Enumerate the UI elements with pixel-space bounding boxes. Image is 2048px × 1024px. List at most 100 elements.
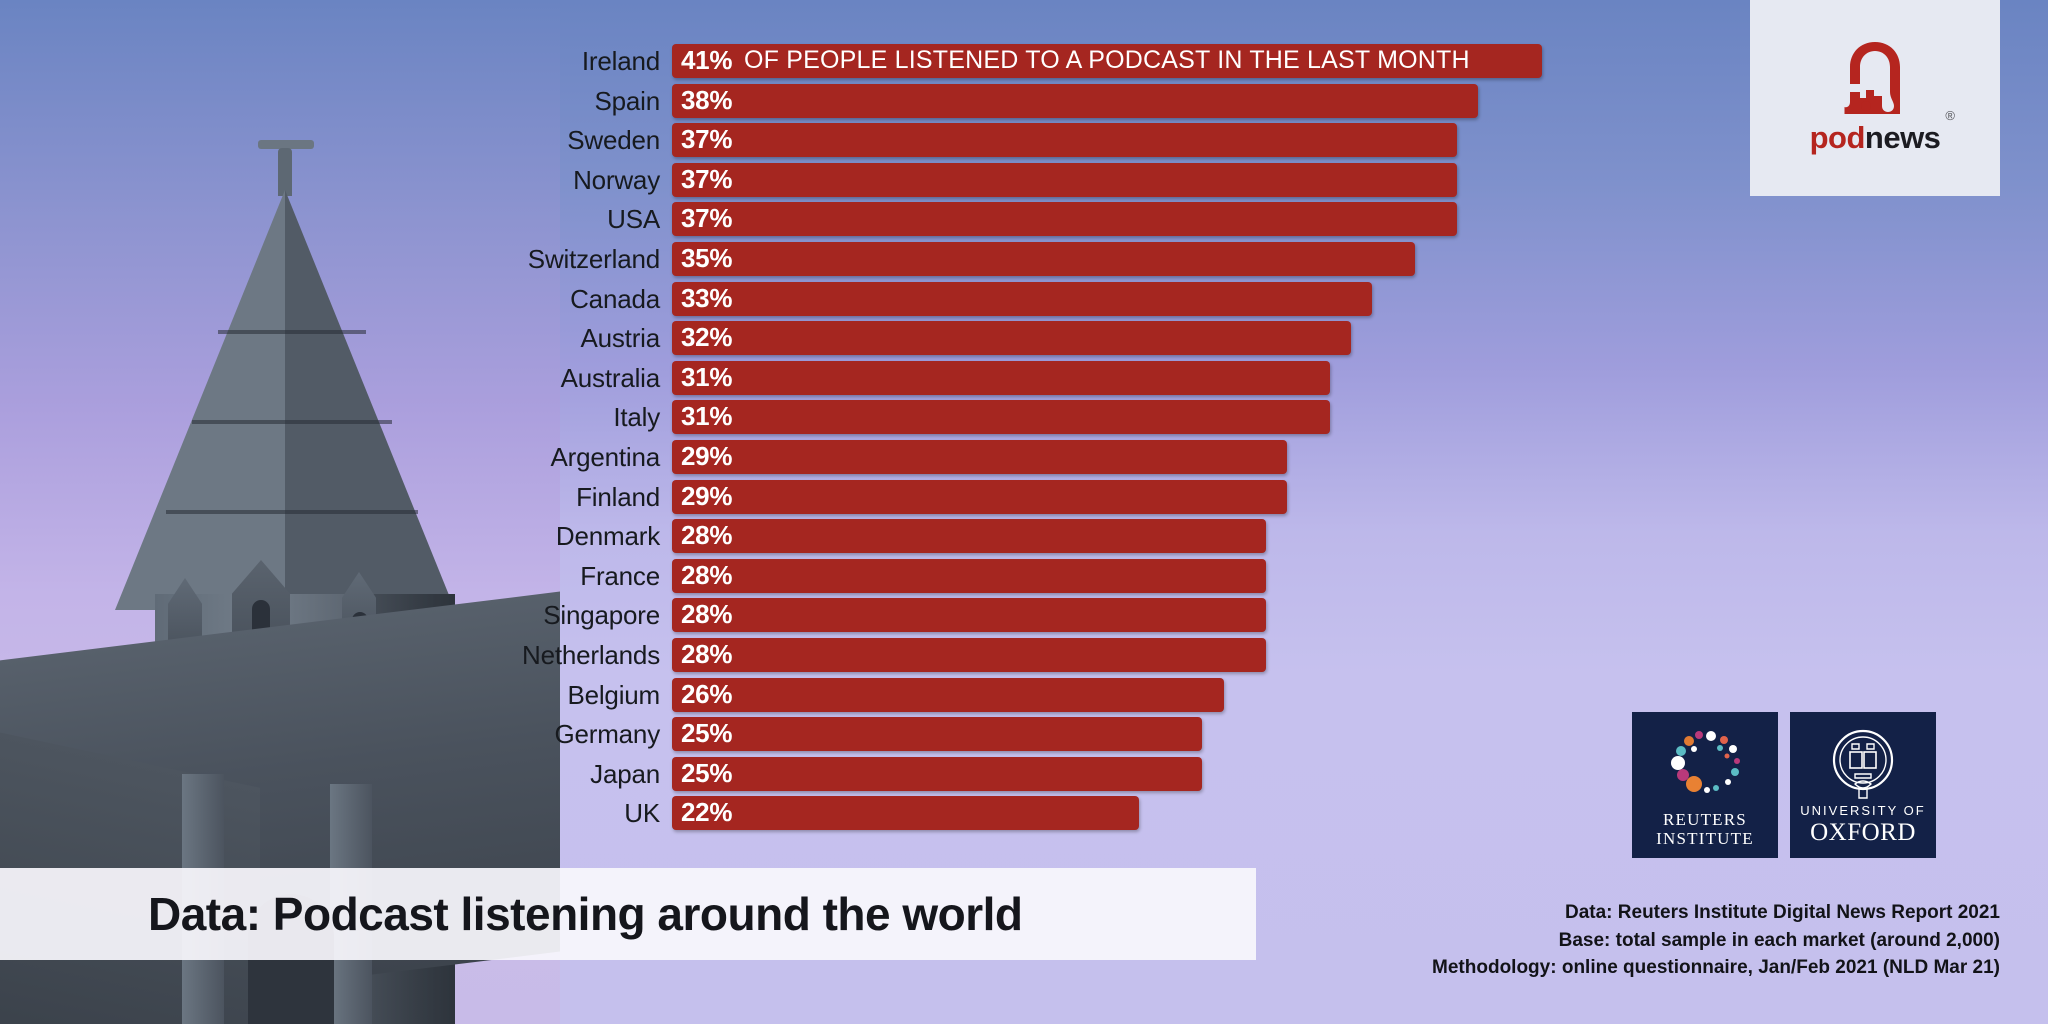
bar-value-label: 28%: [681, 559, 733, 590]
bar-value-label: 28%: [681, 639, 733, 669]
country-label: Austria: [580, 323, 660, 354]
spire-cone: [115, 190, 455, 610]
bar-value-label: 29%: [681, 480, 733, 511]
country-label: Australia: [560, 362, 661, 393]
headline-overlay-text: OF PEOPLE LISTENED TO A PODCAST IN THE L…: [744, 46, 1470, 74]
chart-row: Sweden 37%: [0, 123, 2048, 158]
country-label: Germany: [554, 719, 660, 750]
chart-row: Spain 38%: [0, 83, 2048, 118]
podnews-drip-icon: [1844, 42, 1900, 114]
bar: 38%: [672, 83, 1478, 118]
podnews-wordmark-pod: pod: [1809, 120, 1866, 155]
university-of-oxford-logo: UNIVERSITY OF OXFORD: [1790, 712, 1936, 858]
bar-value-label: 33%: [681, 282, 733, 313]
bar-value-label: 22%: [681, 797, 733, 828]
bar: 28%: [672, 638, 1266, 672]
reuters-dots-icon: [1671, 731, 1740, 793]
country-label: Sweden: [567, 125, 660, 156]
chart-row: Switzerland 35%: [0, 242, 2048, 276]
country-label: France: [580, 560, 660, 591]
bar-value-label: 25%: [681, 757, 733, 788]
chart-row: Norway 37%: [0, 162, 2048, 197]
oxford-crest-icon: [1832, 729, 1894, 799]
bar: 25%: [672, 717, 1202, 752]
bar-value-label: 29%: [681, 441, 733, 471]
country-label: Switzerland: [527, 244, 660, 274]
country-label: Netherlands: [522, 640, 660, 670]
chart-row: Canada 33%: [0, 281, 2048, 316]
bar: 29%: [672, 479, 1287, 514]
chart-row: Japan 25%: [0, 756, 2048, 791]
country-label: Argentina: [550, 442, 661, 472]
country-label: Spain: [594, 85, 661, 116]
bar: 33%: [672, 281, 1372, 316]
footnotes: Data: Reuters Institute Digital News Rep…: [1432, 899, 2000, 982]
country-label: Canada: [570, 283, 660, 314]
chart-row: Netherlands 28%: [0, 638, 2048, 672]
bar: 37%: [672, 202, 1457, 237]
bar: 26%: [672, 677, 1224, 712]
spire-band: [218, 330, 366, 334]
spire-shading: [285, 190, 455, 610]
bar-value-label: 25%: [681, 718, 733, 749]
page-title: Data: Podcast listening around the world: [148, 888, 1023, 940]
country-label: Japan: [590, 758, 660, 789]
bar-value-label: 37%: [681, 124, 733, 155]
chart-row: Belgium 26%: [0, 677, 2048, 712]
bar-value-label: 37%: [681, 163, 733, 194]
spire-band: [192, 420, 392, 424]
chart-row: Australia 31%: [0, 360, 2048, 395]
chart-row: Germany 25%: [0, 717, 2048, 752]
bar: 22%: [672, 796, 1139, 831]
bar-value-label: 26%: [681, 678, 733, 709]
bar-value-label: 35%: [681, 243, 733, 273]
chart-row: Argentina 29%: [0, 440, 2048, 474]
country-label: Belgium: [567, 679, 660, 710]
bar: 37%: [672, 162, 1457, 197]
partner-logos: REUTERS INSTITUTE UNIVERSITY OF OXFORD: [1632, 712, 1936, 858]
chart-row: Denmark 28%: [0, 519, 2048, 554]
reuters-institute-label: REUTERS INSTITUTE: [1656, 810, 1754, 849]
bar: 41% OF PEOPLE LISTENED TO A PODCAST IN TH…: [672, 44, 1542, 78]
country-label: Italy: [613, 402, 660, 433]
bar: 28%: [672, 558, 1266, 593]
chart-row: Austria 32%: [0, 321, 2048, 356]
chart-row: Italy 31%: [0, 400, 2048, 435]
bar-value-label: 32%: [681, 322, 733, 353]
footnote-base: Base: total sample in each market (aroun…: [1558, 929, 2000, 951]
bar: 35%: [672, 242, 1415, 276]
spire-band: [166, 510, 418, 514]
bar-value-label: 37%: [681, 203, 733, 234]
spire-finial: [278, 148, 292, 196]
bar: 31%: [672, 360, 1330, 395]
title-banner: Data: Podcast listening around the world: [0, 868, 1256, 960]
bar: 28%: [672, 598, 1266, 633]
oxford-label: UNIVERSITY OF OXFORD: [1800, 803, 1926, 846]
bar: 37%: [672, 123, 1457, 158]
weathervane: [258, 140, 314, 149]
bar: 29%: [672, 440, 1287, 474]
podnews-wordmark-news: news: [1864, 120, 1941, 155]
chart-row: Finland 29%: [0, 479, 2048, 514]
bar-value-label: 38%: [681, 84, 733, 115]
country-label: Norway: [573, 164, 660, 195]
country-label: Finland: [576, 481, 660, 512]
photo-edge-fade: [410, 0, 560, 1024]
footnote-methodology: Methodology: online questionnaire, Jan/F…: [1432, 957, 2000, 979]
country-label: Singapore: [543, 600, 660, 631]
bar: 31%: [672, 400, 1330, 435]
country-label: UK: [624, 798, 660, 829]
bar-value-label: 41%: [681, 45, 733, 75]
bar-value-label: 28%: [681, 599, 733, 630]
bar: 32%: [672, 321, 1351, 356]
footnote-data: Data: Reuters Institute Digital News Rep…: [1565, 902, 2000, 924]
bar-value-label: 31%: [681, 361, 733, 392]
bar: 25%: [672, 756, 1202, 791]
country-label: Denmark: [555, 521, 660, 552]
chart-row: Ireland 41% OF PEOPLE LISTENED TO A PODCAS…: [0, 44, 2048, 78]
country-label: Ireland: [581, 46, 660, 76]
country-label: USA: [607, 204, 660, 235]
bar-value-label: 28%: [681, 520, 733, 551]
chart-row: USA 37%: [0, 202, 2048, 237]
